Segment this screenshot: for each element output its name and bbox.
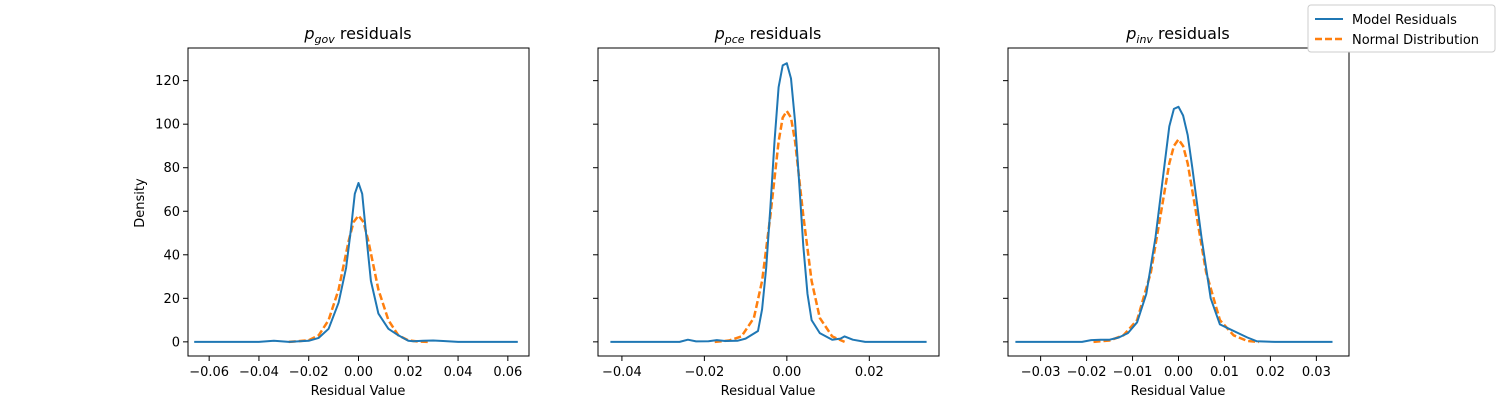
- x-tick-label: −0.04: [239, 365, 279, 380]
- subplot-title: ppce residuals: [714, 24, 822, 46]
- subplot-title: pinv residuals: [1125, 24, 1230, 46]
- legend-label-model-residuals: Model Residuals: [1352, 13, 1457, 28]
- title-variable: p: [714, 24, 725, 43]
- series-line-model-residuals: [610, 62, 927, 343]
- x-tick-label: −0.02: [289, 365, 329, 380]
- title-rest: residuals: [745, 24, 822, 43]
- plot-area: −0.06 −0.04 −0.02 0.00 0.02 0.04 0.06 0 20 40 60 80…: [155, 47, 530, 380]
- legend-label-normal-distribution: Normal Distribution: [1352, 33, 1479, 48]
- y-tick-label: 100: [155, 118, 180, 133]
- x-tick-label: −0.03: [1021, 365, 1061, 380]
- title-subscript: inv: [1136, 33, 1153, 46]
- x-tick-label: −0.02: [684, 365, 724, 380]
- y-tick-label: 60: [163, 205, 180, 220]
- y-tick-label: 0: [172, 335, 180, 350]
- x-tick-label: −0.04: [602, 365, 642, 380]
- legend: Model Residuals Normal Distribution: [1307, 4, 1496, 53]
- axes-frame: [597, 47, 940, 357]
- x-tick-label: −0.02: [1067, 365, 1107, 380]
- y-tick-label: 80: [163, 161, 180, 176]
- x-tick-label: 0.00: [1164, 365, 1193, 380]
- x-axis-label: Residual Value: [1131, 384, 1226, 399]
- x-tick-label: 0.04: [444, 365, 473, 380]
- title-rest: residuals: [1153, 24, 1230, 43]
- x-tick-label: 0.03: [1302, 365, 1331, 380]
- series-line-normal-distribution: [714, 109, 846, 344]
- x-tick-label: 0.00: [772, 365, 801, 380]
- title-subscript: pce: [724, 33, 745, 46]
- series-line-model-residuals: [194, 182, 518, 343]
- title-variable: p: [1125, 24, 1136, 43]
- plot-area: −0.03 −0.02 −0.01 0.00 0.01 0.02 0.03: [1003, 47, 1350, 380]
- subplot-gov: pgov residuals −0.06 −0.04 −0.02 0.00 0.02 0.…: [133, 24, 530, 399]
- y-tick-label: 120: [155, 74, 180, 89]
- x-axis-label: Residual Value: [311, 384, 406, 399]
- title-rest: residuals: [335, 24, 412, 43]
- x-tick-label: −0.01: [1113, 365, 1153, 380]
- title-variable: p: [303, 24, 314, 43]
- series-line-model-residuals: [1015, 105, 1333, 343]
- subplot-title: pgov residuals: [303, 24, 411, 46]
- x-axis-label: Residual Value: [721, 384, 816, 399]
- plot-area: −0.04 −0.02 0.00 0.02: [593, 47, 940, 380]
- x-tick-label: 0.02: [394, 365, 423, 380]
- y-tick-label: 40: [163, 248, 180, 263]
- title-subscript: gov: [315, 33, 336, 46]
- y-axis-label: Density: [133, 178, 148, 228]
- x-tick-label: 0.02: [855, 365, 884, 380]
- legend-frame: [1307, 4, 1496, 53]
- subplot-pce: ppce residuals −0.04 −0.02 0.00 0.02 Residu…: [593, 24, 940, 399]
- subplot-inv: pinv residuals −0.03 −0.02 −0.01 0.00 0.01 0.…: [1003, 24, 1350, 399]
- x-tick-label: −0.06: [189, 365, 229, 380]
- series-line-normal-distribution: [1093, 138, 1259, 344]
- x-tick-label: 0.01: [1210, 365, 1239, 380]
- y-tick-label: 20: [163, 292, 180, 307]
- x-tick-label: 0.06: [493, 365, 522, 380]
- x-tick-label: 0.02: [1256, 365, 1285, 380]
- x-tick-label: 0.00: [344, 365, 373, 380]
